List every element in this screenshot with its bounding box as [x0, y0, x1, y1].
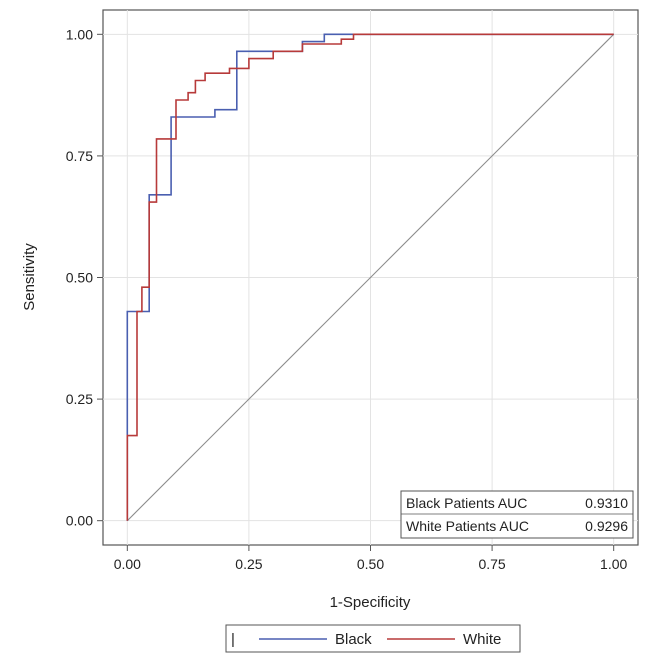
auc-row-black-value: 0.9310	[585, 495, 628, 511]
y-tick-label: 0.25	[66, 391, 93, 407]
x-tick-label: 0.75	[478, 556, 505, 572]
auc-row-white-label: White Patients AUC	[406, 518, 529, 534]
x-axis-label: 1-Specificity	[330, 594, 411, 611]
auc-inset-box	[400, 490, 634, 539]
auc-row-white-value: 0.9296	[585, 518, 628, 534]
y-tick-label: 0.75	[66, 148, 93, 164]
series-group	[126, 33, 614, 521]
reference-diagonal	[126, 33, 615, 522]
legend: | Black White	[225, 624, 521, 653]
x-tick-label: 0.50	[357, 556, 384, 572]
legend-label-white: White	[463, 631, 501, 648]
x-tick-label: 1.00	[600, 556, 627, 572]
legend-label-black: Black	[335, 631, 372, 648]
x-tick-label: 0.00	[114, 556, 141, 572]
x-tick-label: 0.25	[235, 556, 262, 572]
y-tick-label: 1.00	[66, 26, 93, 42]
roc-line-white	[126, 33, 614, 521]
y-tick-label: 0.50	[66, 270, 93, 286]
reference-diagonal-group	[126, 33, 615, 522]
legend-marker: |	[231, 631, 235, 648]
auc-inset-table: Black Patients AUC 0.9310 White Patients…	[400, 490, 634, 539]
y-axis-label: Sensitivity	[21, 243, 38, 311]
y-tick-label: 0.00	[66, 513, 93, 529]
auc-row-black-label: Black Patients AUC	[406, 495, 527, 511]
tick-group: 0.00 0.25 0.50 0.75 1.00 0.00 0.25 0.50 0.75 1.00	[66, 26, 628, 572]
